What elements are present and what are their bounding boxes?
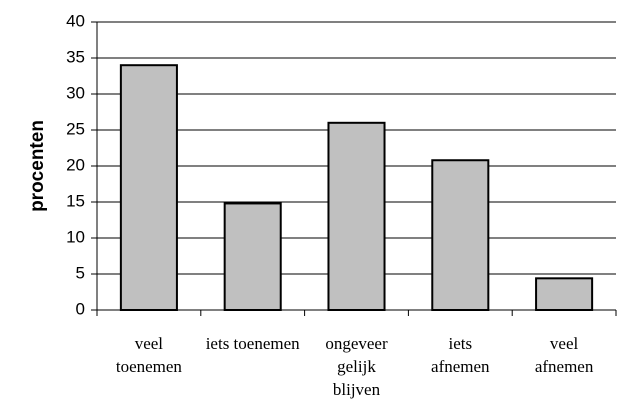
y-tick-label: 20 [66,155,85,174]
bar [223,202,282,311]
y-tick-label: 35 [66,47,85,66]
y-axis-label: procenten [27,120,48,212]
x-tick-label: veel afnemen [534,334,594,376]
x-tick-label: iets toenemen [205,334,300,353]
x-tick-label: veel toenemen [115,334,182,376]
y-tick-label: 25 [66,119,85,138]
x-tick-label: iets afnemen [431,334,490,376]
bar [327,121,386,311]
y-tick-label: 40 [66,11,85,30]
y-tick-label: 0 [76,299,85,318]
bar [535,277,594,312]
bar [119,64,178,311]
y-tick-label: 5 [76,263,85,282]
y-tick-label: 30 [66,83,85,102]
x-tick-label: ongeveer gelijk blijven [325,334,388,399]
bar [431,159,490,311]
y-tick-label: 15 [66,191,85,210]
y-tick-label: 10 [66,227,85,246]
